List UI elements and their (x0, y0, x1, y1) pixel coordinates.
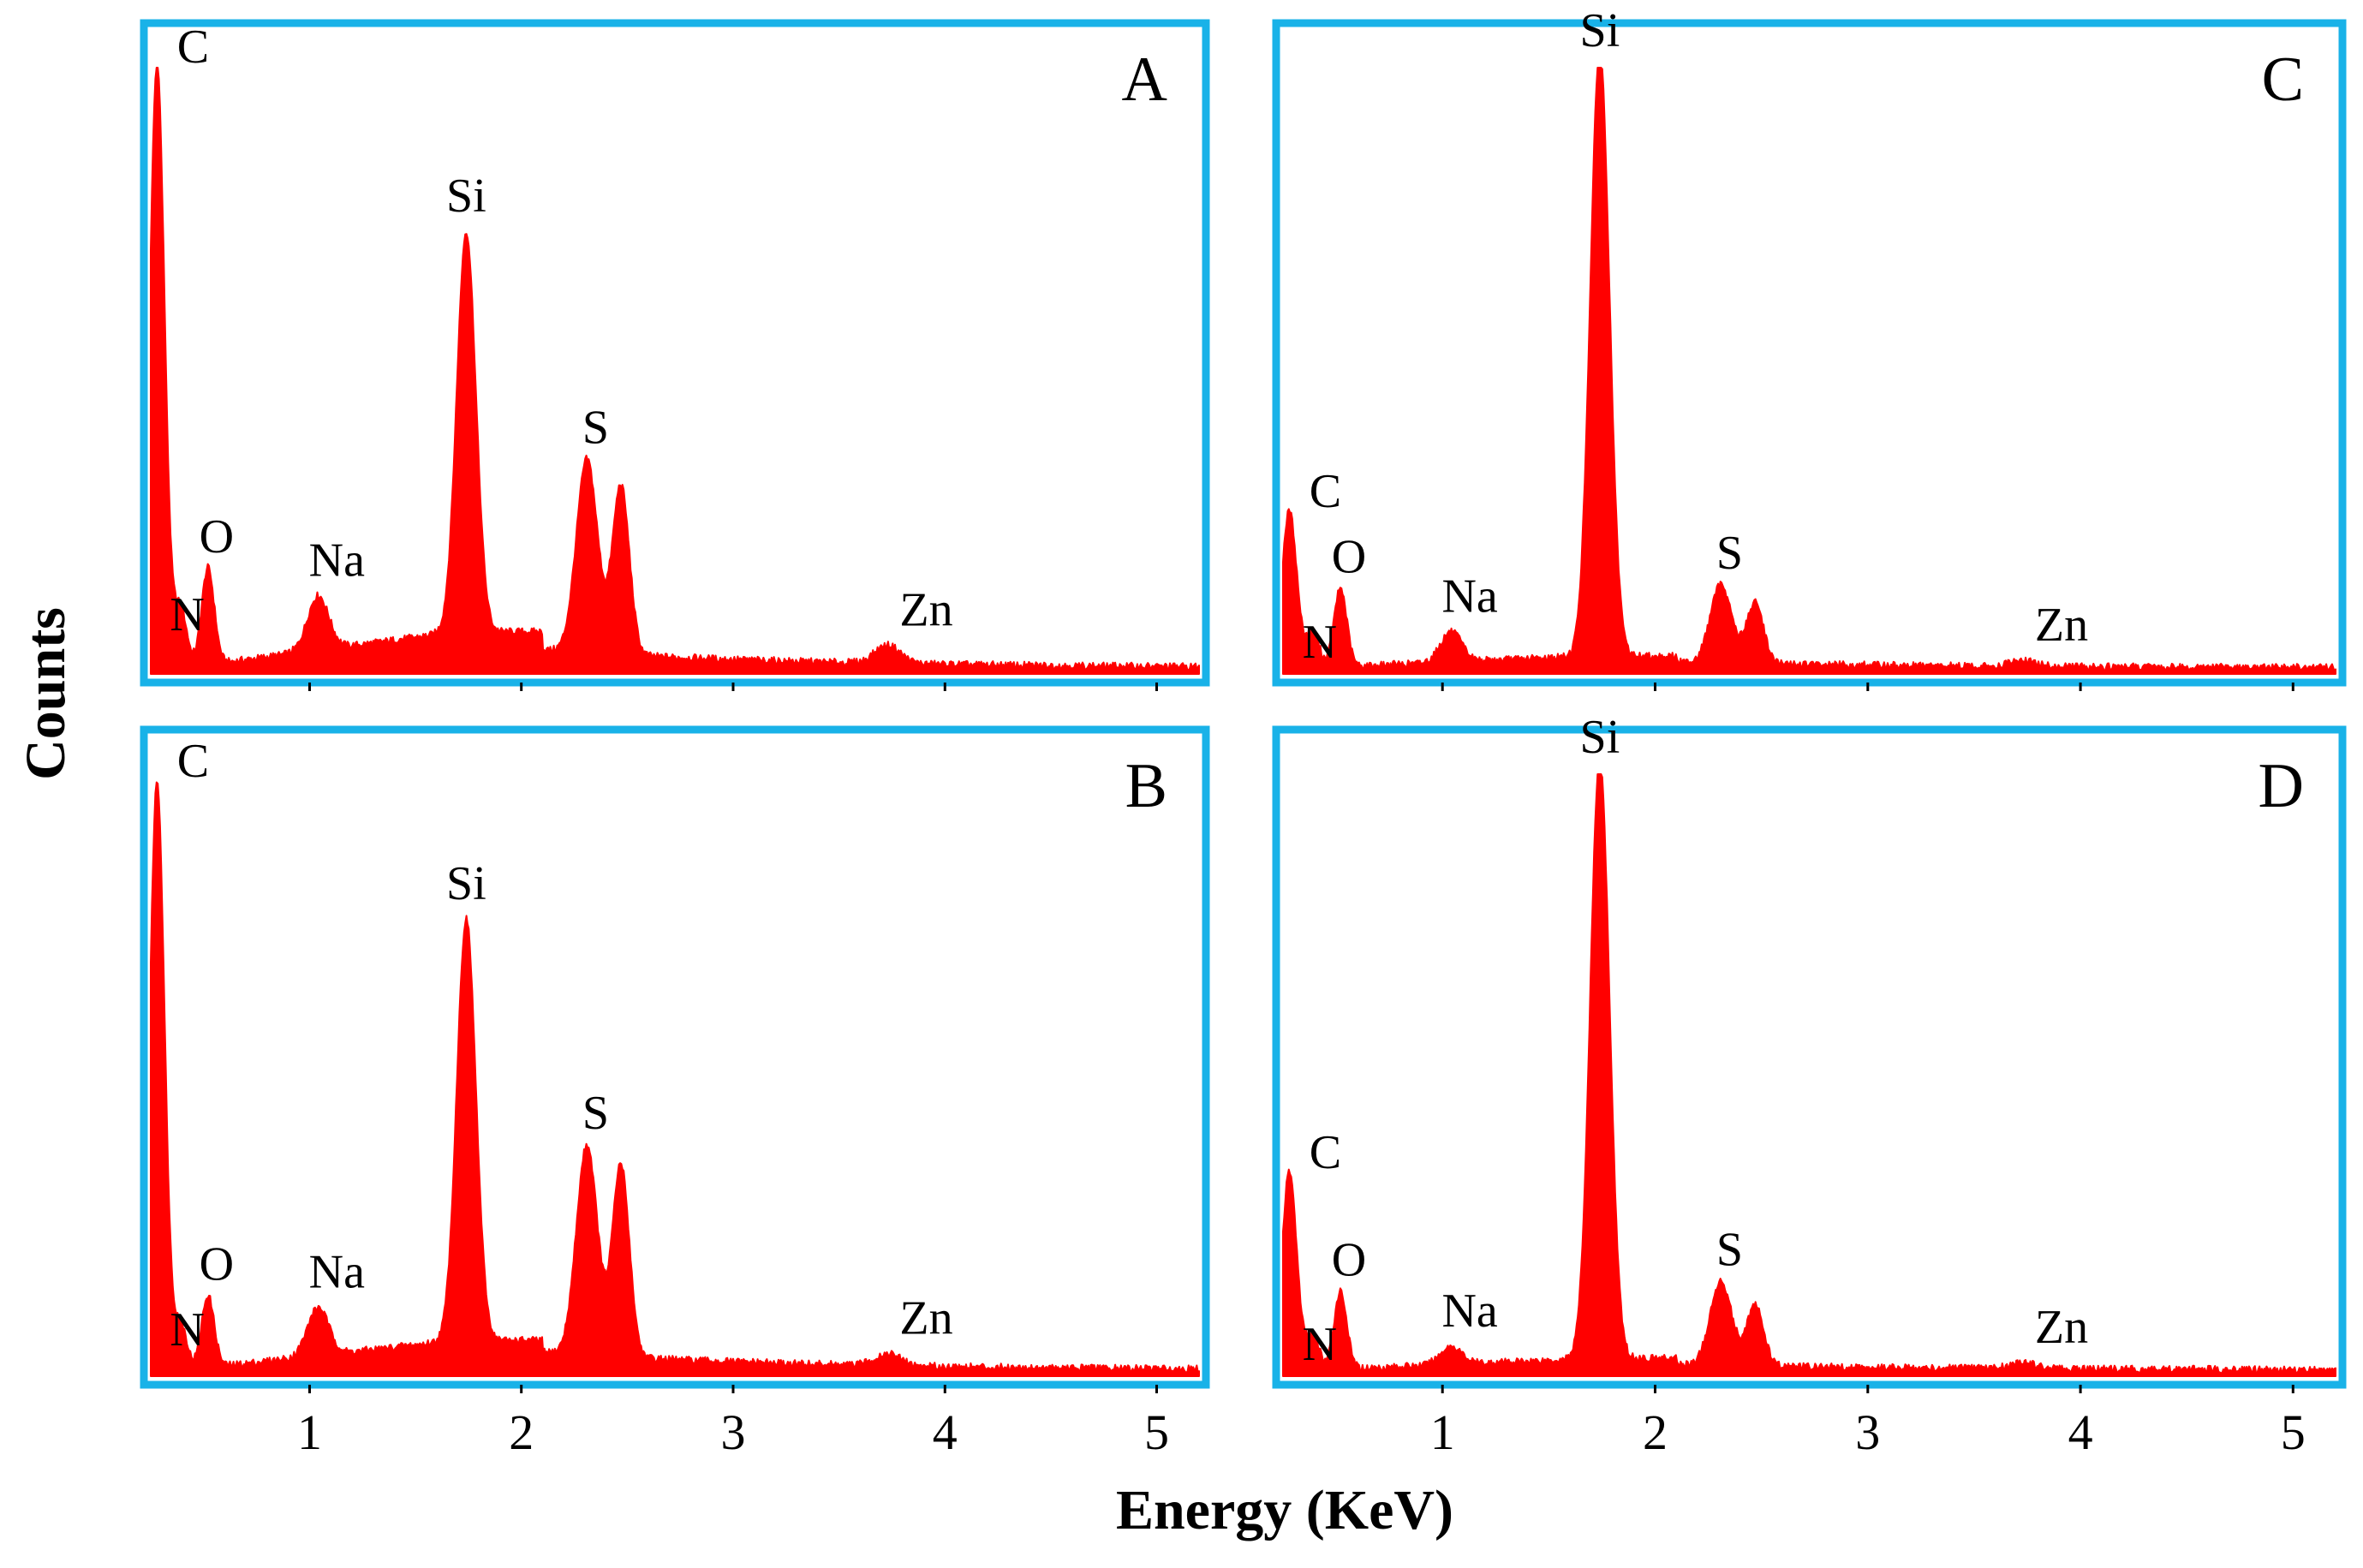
peak-label-zn: Zn (2035, 1301, 2088, 1354)
spectrum-series (150, 67, 1200, 675)
panel-letter: C (2262, 45, 2304, 115)
peak-label-zn: Zn (2035, 599, 2088, 652)
panel-b: C NO Na Si S Zn B 1 2 3 4 5 (140, 725, 1210, 1460)
peak-label-n: N (1303, 616, 1337, 669)
peak-label-na: Na (309, 534, 365, 587)
x-tick-label: 2 (509, 1404, 534, 1460)
panel-letter: D (2259, 751, 2304, 821)
x-tick-label: 5 (1144, 1404, 1169, 1460)
panel-a: C NO Na Si S Zn A (140, 19, 1210, 691)
panel-d: C NO Na Si S Zn D 1 2 3 4 5 (1272, 711, 2347, 1460)
peak-label-s: S (582, 402, 609, 455)
peak-label-o: O (200, 1237, 234, 1291)
peak-label-si: Si (446, 170, 486, 223)
y-axis-title: Counts (15, 607, 77, 780)
x-tick-label: 3 (721, 1404, 746, 1460)
spectrum-series (1282, 67, 2336, 675)
x-tick-label: 4 (933, 1404, 958, 1460)
peak-label-c: C (177, 21, 209, 74)
peak-label-o: O (1332, 531, 1366, 584)
panel-letter: A (1122, 45, 1167, 115)
panel-frame (1272, 19, 2347, 687)
peak-label-c: C (1310, 1126, 1341, 1179)
peak-label-c: C (1310, 465, 1341, 518)
panel-c: C NO Na Si S Zn C (1272, 4, 2347, 691)
peak-label-na: Na (1441, 1285, 1497, 1338)
panel-frame (140, 725, 1210, 1389)
x-tick-label: 1 (297, 1404, 322, 1460)
peak-label-n: N (1303, 1318, 1337, 1371)
x-tick-label: 2 (1643, 1404, 1668, 1460)
peak-label-na: Na (1441, 570, 1497, 623)
peak-label-o: O (1332, 1233, 1366, 1286)
peak-label-na: Na (309, 1246, 365, 1299)
x-axis-title: Energy (KeV) (1116, 1479, 1453, 1541)
peak-label-n: N (170, 588, 204, 641)
peak-label-s: S (1716, 527, 1743, 580)
peak-label-si: Si (446, 857, 486, 910)
peak-label-si: Si (1580, 711, 1620, 764)
peak-label-si: Si (1580, 4, 1620, 57)
x-tick-label: 5 (2281, 1404, 2306, 1460)
x-tick-label: 3 (1855, 1404, 1880, 1460)
panel-frame (1272, 725, 2347, 1389)
spectrum-series (150, 781, 1200, 1377)
peak-label-c: C (177, 735, 209, 788)
peak-label-zn: Zn (899, 583, 952, 636)
peak-label-o: O (200, 510, 234, 563)
panel-letter: B (1125, 751, 1167, 821)
panel-frame (140, 19, 1210, 687)
spectrum-series (1282, 773, 2336, 1377)
peak-label-n: N (170, 1303, 204, 1356)
peak-label-zn: Zn (899, 1292, 952, 1345)
x-tick-label: 1 (1430, 1404, 1455, 1460)
peak-label-s: S (582, 1087, 609, 1140)
peak-label-s: S (1716, 1224, 1743, 1277)
x-tick-label: 4 (2068, 1404, 2093, 1460)
